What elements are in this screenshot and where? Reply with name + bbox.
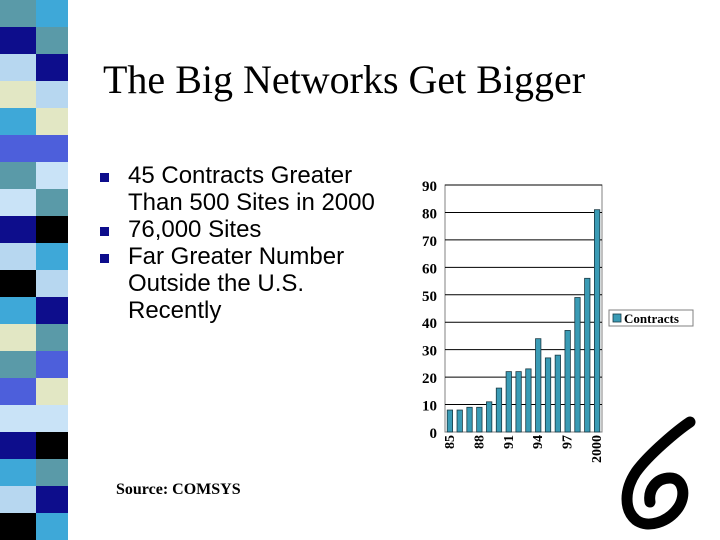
stripe-block <box>0 270 36 297</box>
stripe-block <box>36 513 68 540</box>
bar <box>584 277 591 433</box>
bar <box>574 297 581 433</box>
stripe-block <box>0 162 36 189</box>
bar <box>466 406 473 433</box>
swirl-logo-icon <box>621 416 696 530</box>
bar <box>486 401 493 433</box>
bar <box>495 387 503 433</box>
legend <box>608 309 694 327</box>
y-tick-label: 90 <box>422 179 437 195</box>
stripe-block <box>0 486 36 513</box>
stripe-block <box>36 324 68 351</box>
bar <box>544 357 552 433</box>
y-tick-label: 40 <box>422 316 437 332</box>
stripe-block <box>0 351 36 378</box>
stripe-block <box>36 297 68 324</box>
x-tick-label: 94 <box>531 435 546 449</box>
stripe-block <box>0 378 36 405</box>
stripe-block <box>0 432 36 459</box>
x-tick-label: 91 <box>502 435 517 449</box>
y-tick-label: 50 <box>422 289 437 305</box>
stripe-block <box>36 54 68 81</box>
bullet-list: 45 Contracts Greater Than 500 Sites in 2… <box>100 162 400 324</box>
stripe-block <box>0 243 36 270</box>
stripe-block <box>0 135 36 162</box>
stripe-block <box>36 216 68 243</box>
stripe-block <box>0 0 36 27</box>
bullet-item: 76,000 Sites <box>100 216 400 243</box>
square-bullet-icon <box>100 173 109 182</box>
bar <box>505 371 512 433</box>
bullet-text: Far Greater Number Outside the U.S. Rece… <box>128 243 345 324</box>
bar <box>593 209 601 433</box>
y-tick-label: 60 <box>422 261 437 277</box>
y-tick-label: 10 <box>422 399 437 415</box>
decorative-stripe <box>0 0 68 540</box>
stripe-block <box>36 108 68 135</box>
slide-title: The Big Networks Get Bigger <box>103 57 586 102</box>
stripe-block <box>36 405 68 432</box>
stripe-block <box>0 54 36 81</box>
stripe-block <box>36 486 68 513</box>
x-tick-label: 97 <box>561 435 576 449</box>
stripe-block <box>0 108 36 135</box>
stripe-block <box>0 297 36 324</box>
y-tick-label: 20 <box>422 371 437 387</box>
stripe-block <box>36 459 68 486</box>
bar <box>564 330 571 433</box>
y-tick-label: 30 <box>422 344 437 360</box>
y-tick-label: 80 <box>422 206 437 222</box>
stripe-block <box>0 189 36 216</box>
stripe-block <box>36 189 68 216</box>
legend-label: Contracts <box>624 311 679 326</box>
stripe-block <box>36 351 68 378</box>
bullet-text: 76,000 Sites <box>128 216 262 243</box>
bullet-item: Far Greater Number Outside the U.S. Rece… <box>100 243 400 324</box>
stripe-block <box>0 459 36 486</box>
bullet-item: 45 Contracts Greater Than 500 Sites in 2… <box>100 162 400 216</box>
stripe-block <box>0 513 36 540</box>
stripe-block <box>36 378 68 405</box>
x-tick-label: 88 <box>472 435 487 449</box>
bar <box>446 409 454 433</box>
bar <box>456 409 463 433</box>
stripe-block <box>0 405 36 432</box>
stripe-block <box>36 432 68 459</box>
source-caption: Source: COMSYS <box>116 481 241 498</box>
x-tick-label: 85 <box>443 435 458 449</box>
stripe-block <box>36 135 68 162</box>
square-bullet-icon <box>100 227 109 236</box>
stripe-block <box>0 81 36 108</box>
x-tick-label: 2000 <box>590 435 605 463</box>
contracts-bar-chart: 0 10 20 30 40 50 60 70 80 90 85 88 91 94 97 2000 Contrac… <box>422 179 694 463</box>
stripe-block <box>0 324 36 351</box>
bar <box>535 338 542 433</box>
stripe-block <box>36 81 68 108</box>
bar <box>554 354 561 433</box>
bar <box>515 371 522 433</box>
bar <box>476 406 483 433</box>
legend-swatch <box>612 313 622 323</box>
stripe-block <box>36 27 68 54</box>
bullet-text: 45 Contracts Greater Than 500 Sites in 2… <box>128 162 375 216</box>
bar <box>525 368 532 433</box>
stripe-block <box>36 243 68 270</box>
stripe-block <box>0 27 36 54</box>
stripe-block <box>36 270 68 297</box>
y-tick-label: 0 <box>430 426 438 442</box>
square-bullet-icon <box>100 254 109 263</box>
stripe-block <box>36 0 68 27</box>
y-tick-label: 70 <box>422 234 437 250</box>
stripe-block <box>0 216 36 243</box>
stripe-block <box>36 162 68 189</box>
